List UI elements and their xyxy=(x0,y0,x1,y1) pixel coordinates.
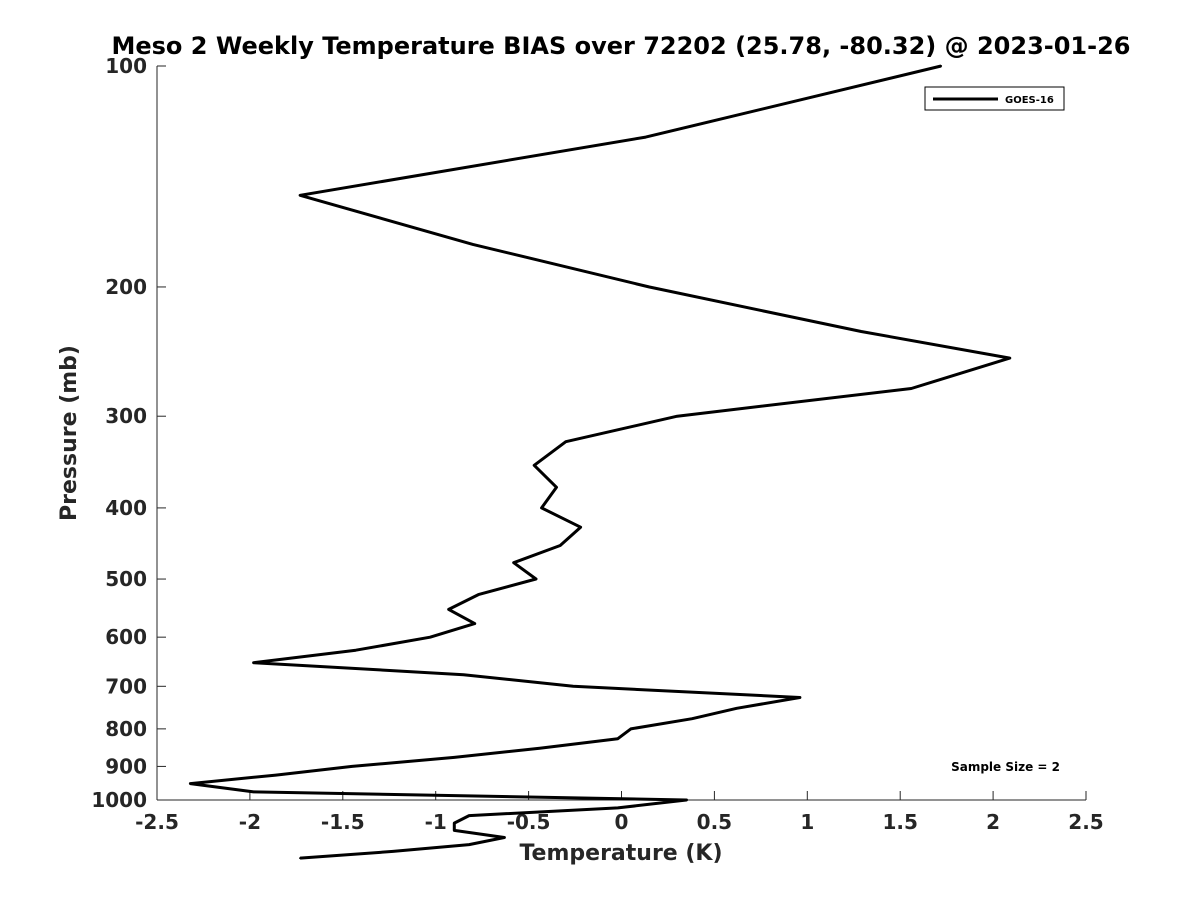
chart-title: Meso 2 Weekly Temperature BIAS over 7220… xyxy=(111,32,1130,60)
goes-16-series-points xyxy=(189,65,1011,860)
x-tick-label: 2.5 xyxy=(1068,810,1103,834)
legend-entry-goes-16: GOES-16 xyxy=(1005,95,1054,106)
data-point xyxy=(453,822,456,825)
y-tick-label: 600 xyxy=(105,625,147,649)
data-point xyxy=(540,506,543,509)
data-point xyxy=(572,685,575,688)
data-point xyxy=(351,765,354,768)
data-point xyxy=(735,707,738,710)
data-point xyxy=(533,464,536,467)
data-point xyxy=(676,415,679,418)
x-tick-label: -1 xyxy=(425,810,447,834)
x-tick-label: 1.5 xyxy=(882,810,917,834)
data-point xyxy=(555,486,558,489)
data-point xyxy=(477,593,480,596)
data-point xyxy=(429,636,432,639)
sample-size-annotation: Sample Size = 2 xyxy=(951,760,1060,774)
data-point xyxy=(616,737,619,740)
x-axis-ticks: -2.5 -2 -1.5 -1 -0.5 0 0.5 1 1.5 2 2.5 xyxy=(135,791,1104,834)
data-point xyxy=(453,756,456,759)
data-point xyxy=(860,330,863,333)
x-axis-label: Temperature (K) xyxy=(519,841,722,866)
data-point xyxy=(644,136,647,139)
y-tick-label: 300 xyxy=(105,404,147,428)
x-tick-label: -2.5 xyxy=(135,810,179,834)
data-point xyxy=(354,649,357,652)
data-point xyxy=(274,774,277,777)
data-point xyxy=(299,857,302,860)
y-tick-label: 200 xyxy=(105,275,147,299)
data-point xyxy=(299,194,302,197)
data-point xyxy=(468,814,471,817)
data-point xyxy=(940,65,943,67)
y-tick-label: 1000 xyxy=(91,788,147,812)
y-tick-label: 700 xyxy=(105,674,147,698)
y-tick-label: 400 xyxy=(105,496,147,520)
y-tick-label: 500 xyxy=(105,567,147,591)
y-tick-label: 900 xyxy=(105,754,147,778)
x-tick-label: 0.5 xyxy=(697,810,732,834)
data-point xyxy=(564,440,567,443)
legend: GOES-16 xyxy=(924,86,1065,111)
data-point xyxy=(453,829,456,832)
x-tick-label: 1 xyxy=(800,810,814,834)
data-point xyxy=(252,661,255,664)
data-point xyxy=(559,544,562,547)
data-point xyxy=(629,727,632,730)
x-tick-label: 2 xyxy=(986,810,1000,834)
data-point xyxy=(468,843,471,846)
data-point xyxy=(691,717,694,720)
y-tick-label: 800 xyxy=(105,717,147,741)
x-tick-label: 0 xyxy=(615,810,629,834)
data-point xyxy=(910,387,913,390)
data-point xyxy=(535,578,537,580)
x-tick-label: -2 xyxy=(239,810,261,834)
data-point xyxy=(648,286,651,288)
data-point xyxy=(579,526,582,529)
data-point xyxy=(1008,357,1011,360)
y-tick-label: 100 xyxy=(105,54,147,78)
data-point xyxy=(189,782,192,785)
data-point xyxy=(447,608,450,611)
data-point xyxy=(252,790,255,793)
data-point xyxy=(471,243,474,246)
data-point xyxy=(512,561,515,564)
data-point xyxy=(473,622,476,625)
data-point xyxy=(462,673,465,676)
data-point xyxy=(538,747,541,750)
data-point xyxy=(503,836,506,839)
data-point xyxy=(798,696,801,699)
data-point xyxy=(616,806,619,809)
data-point xyxy=(392,850,394,853)
y-axis-label: Pressure (mb) xyxy=(57,345,82,521)
x-tick-label: -1.5 xyxy=(321,810,365,834)
y-axis-ticks: 100 200 300 400 500 600 700 800 900 1000 xyxy=(91,54,166,812)
data-point xyxy=(685,799,688,801)
